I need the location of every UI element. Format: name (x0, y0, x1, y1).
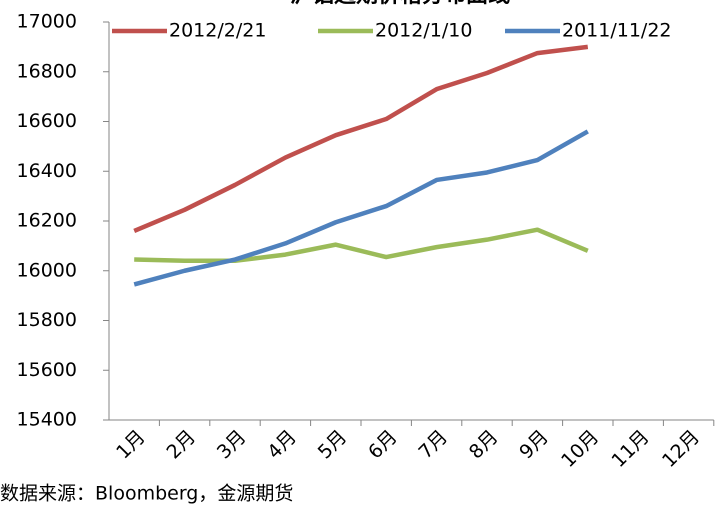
y-tick-label: 16000 (17, 259, 77, 281)
x-tick-label: 6月 (364, 426, 402, 464)
source-note: 数据来源：Bloomberg，金源期货 (0, 483, 293, 505)
y-tick-label: 15400 (17, 409, 77, 431)
y-tick-label: 15800 (17, 309, 77, 331)
x-tick-label: 12月 (658, 426, 704, 472)
y-tick-label: 16200 (17, 210, 77, 232)
x-tick-label: 9月 (515, 426, 553, 464)
x-tick-label: 10月 (557, 426, 603, 472)
series-line (134, 227, 589, 264)
legend-label: 2012/2/21 (169, 20, 266, 42)
y-tick-label: 16600 (17, 110, 77, 132)
legend-label: 2011/11/22 (562, 20, 672, 42)
y-tick-label: 15600 (17, 359, 77, 381)
x-tick-label: 8月 (465, 426, 503, 464)
y-tick-label: 16800 (17, 60, 77, 82)
x-tick-label: 7月 (414, 426, 452, 464)
x-tick-label: 1月 (112, 426, 150, 464)
chart-title: 沪铝远期价格分布曲线 (290, 0, 510, 8)
series-line (133, 44, 589, 234)
x-tick-label: 11月 (608, 426, 654, 472)
y-tick-label: 16400 (17, 160, 77, 182)
x-tick-label: 5月 (314, 426, 352, 464)
y-tick-label: 17000 (17, 11, 77, 33)
legend-label: 2012/1/10 (375, 20, 472, 42)
x-tick-label: 4月 (263, 426, 301, 464)
x-tick-label: 3月 (213, 426, 251, 464)
series-line (133, 129, 589, 287)
x-tick-label: 2月 (162, 426, 200, 464)
